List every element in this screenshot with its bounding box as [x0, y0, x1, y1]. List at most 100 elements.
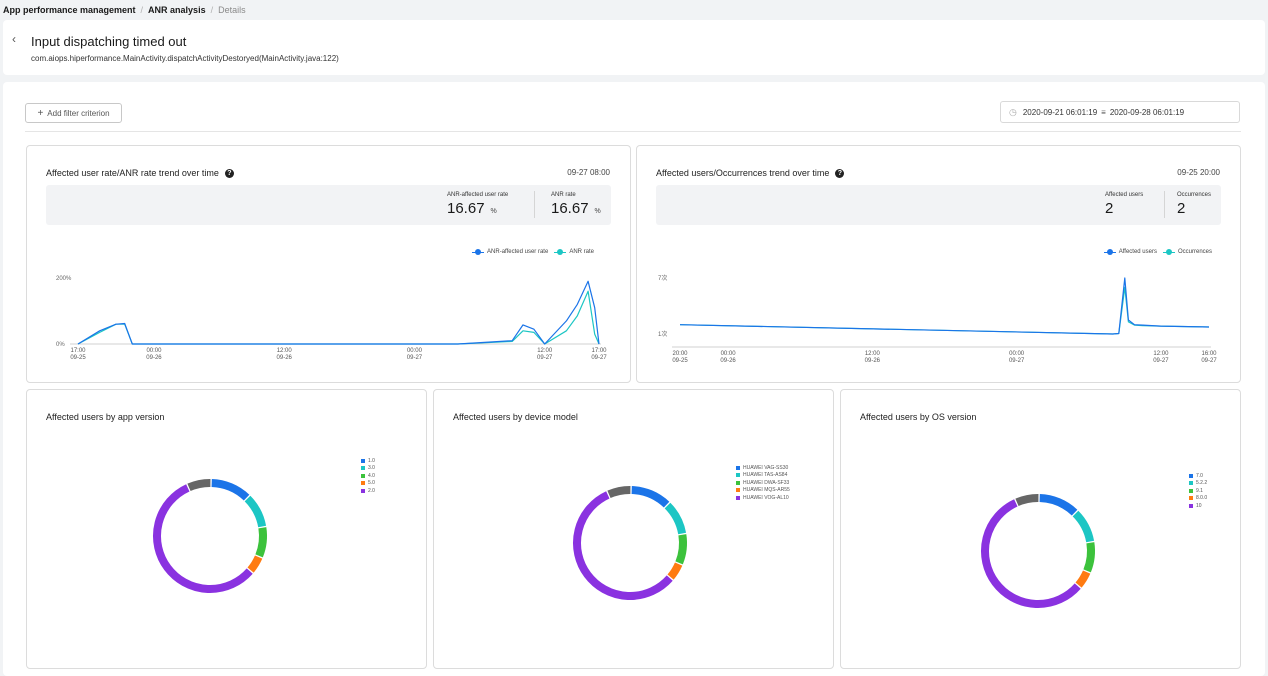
x-tick-label: 09-27	[1009, 358, 1025, 364]
x-tick-label: 12:00	[865, 351, 881, 357]
donut-slice	[1039, 494, 1078, 516]
legend-item[interactable]: ANR rate	[554, 249, 594, 255]
legend-item[interactable]: 5.0	[361, 480, 375, 488]
x-tick-label: 12:00	[537, 348, 553, 354]
panel-title: Affected users by device model	[453, 412, 578, 422]
donut-slice	[664, 502, 687, 535]
legend-item[interactable]: HUAWEI TAS-AS84	[736, 472, 790, 480]
legend-swatch	[1189, 503, 1193, 508]
legend-item[interactable]: HUAWEI DWA-SF33	[736, 479, 790, 487]
legend-label: 4.0	[368, 472, 375, 479]
donut-slice	[573, 491, 673, 600]
stat-anr-affected-user-rate: ANR-affected user rate 16.67%	[447, 192, 508, 217]
y-tick-label: 7次	[658, 274, 667, 282]
help-icon[interactable]: ?	[224, 168, 234, 178]
clock-icon: ◷	[1009, 106, 1017, 117]
donut-slice	[187, 478, 211, 492]
legend-item[interactable]: 7.0	[1189, 472, 1207, 480]
legend-label: 2.0	[368, 487, 375, 494]
legend-item[interactable]: HUAWEI VOG-AL10	[736, 494, 790, 502]
stat-separator	[1164, 191, 1165, 218]
legend-label: 3.0	[368, 465, 375, 472]
os-version-panel: Affected users by OS version 7.0 5.2.2 9.1…	[840, 389, 1241, 669]
x-tick-label: 12:00	[277, 348, 293, 354]
donut-slice	[153, 484, 253, 593]
stat-value: 2	[1105, 200, 1114, 217]
legend-item[interactable]: 4.0	[361, 472, 375, 480]
donut-slice	[667, 562, 683, 580]
date-range-picker[interactable]: ◷ 2020-09-21 06:01:19 ≡ 2020-09-28 06:01…	[1000, 101, 1240, 123]
stack-trace-location: com.aiops.hiperformance.MainActivity.dis…	[31, 54, 339, 63]
donut-slice	[631, 486, 670, 508]
device-model-panel: Affected users by device model HUAWEI VA…	[433, 389, 834, 669]
legend-label: HUAWEI VOG-AL10	[743, 494, 789, 501]
legend-swatch	[736, 495, 740, 500]
x-tick-label: 00:00	[1009, 351, 1025, 357]
breadcrumb-separator: /	[140, 5, 144, 15]
series-line	[77, 280, 600, 345]
stat-label: Affected users	[1105, 192, 1144, 198]
divider	[25, 131, 1241, 132]
legend-label: 8.0.0	[1196, 495, 1208, 502]
legend-label: ANR rate	[569, 249, 594, 255]
stat-occurrences: Occurrences 2	[1177, 192, 1211, 217]
legend-item[interactable]: ANR-affected user rate	[472, 249, 548, 255]
legend-label: 1.0	[368, 457, 375, 464]
date-start: 2020-09-21 06:01:19	[1022, 107, 1098, 117]
legend-swatch	[1189, 481, 1193, 486]
plus-icon: +	[37, 107, 44, 119]
x-tick-label: 20:00	[672, 351, 688, 357]
stat-value: 16.67	[551, 200, 589, 217]
legend-swatch	[1189, 473, 1193, 478]
x-tick-label: 00:00	[721, 351, 737, 357]
stat-anr-rate: ANR rate 16.67%	[551, 192, 601, 217]
legend-swatch	[736, 465, 740, 470]
os-version-title: Affected users by OS version	[860, 412, 977, 422]
legend-swatch	[1162, 249, 1175, 255]
x-tick-label: 09-26	[146, 355, 162, 361]
chart-legend: ANR-affected user rate ANR rate	[466, 249, 594, 255]
rate-trend-panel: Affected user rate/ANR rate trend over t…	[26, 145, 631, 383]
help-icon[interactable]: ?	[835, 168, 845, 178]
x-tick-label: 09-26	[865, 358, 881, 364]
donut-slice	[675, 534, 687, 565]
panel-title: Affected users by app version	[46, 412, 164, 422]
rate-trend-chart: 0%200%17:0009-2500:0009-2612:0009-2600:0…	[56, 276, 607, 361]
stat-value-wrap: 16.67%	[447, 200, 508, 217]
legend-item[interactable]: 3.0	[361, 465, 375, 473]
legend-label: 10	[1196, 502, 1202, 509]
x-tick-label: 09-25	[672, 358, 688, 364]
legend-item[interactable]: 2.0	[361, 487, 375, 495]
legend-label: Affected users	[1118, 249, 1157, 255]
range-separator-icon: ≡	[1101, 107, 1106, 117]
legend-item[interactable]: 10	[1189, 502, 1207, 510]
rate-trend-title: Affected user rate/ANR rate trend over t…	[46, 168, 219, 178]
breadcrumb-app-performance[interactable]: App performance management	[3, 5, 136, 15]
device-model-title: Affected users by device model	[453, 412, 578, 422]
stat-value: 2	[1177, 200, 1186, 217]
legend-label: HUAWEI DWA-SF33	[743, 479, 790, 486]
legend-item[interactable]: HUAWEI MQS-AR55	[736, 487, 790, 495]
legend-item[interactable]: 8.0.0	[1189, 495, 1207, 503]
donut-slice	[247, 555, 263, 573]
back-arrow-icon[interactable]: ‹	[12, 32, 16, 46]
legend-label: HUAWEI TAS-AS84	[743, 472, 788, 479]
legend-swatch	[554, 249, 567, 255]
panel-title: Affected users/Occurrences trend over ti…	[656, 168, 845, 178]
breadcrumb-anr-analysis[interactable]: ANR analysis	[148, 5, 206, 15]
x-tick-label: 17:00	[70, 348, 86, 354]
legend-item[interactable]: 1.0	[361, 457, 375, 465]
x-tick-label: 00:00	[407, 348, 423, 354]
stat-label: Occurrences	[1177, 192, 1212, 198]
stat-unit: %	[594, 208, 601, 215]
add-filter-button[interactable]: + Add filter criterion	[25, 103, 122, 123]
legend-item[interactable]: 9.1	[1189, 487, 1207, 495]
legend-item[interactable]: HUAWEI VAG-SS30	[736, 464, 790, 472]
legend-item[interactable]: 5.2.2	[1189, 480, 1207, 488]
x-tick-label: 09-27	[407, 355, 423, 361]
x-tick-label: 09-26	[720, 358, 736, 364]
legend-label: HUAWEI MQS-AR55	[743, 487, 790, 494]
legend-item[interactable]: Occurrences	[1162, 249, 1212, 255]
legend-label: 7.0	[1196, 472, 1203, 479]
legend-item[interactable]: Affected users	[1103, 249, 1157, 255]
